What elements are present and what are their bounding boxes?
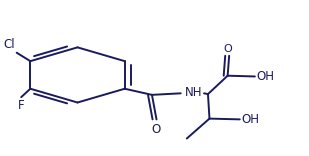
Text: Cl: Cl	[3, 38, 15, 51]
Text: OH: OH	[241, 113, 259, 126]
Text: NH: NH	[185, 86, 203, 99]
Text: O: O	[151, 123, 160, 136]
Text: O: O	[224, 44, 232, 54]
Text: F: F	[18, 99, 24, 112]
Text: OH: OH	[256, 70, 274, 83]
